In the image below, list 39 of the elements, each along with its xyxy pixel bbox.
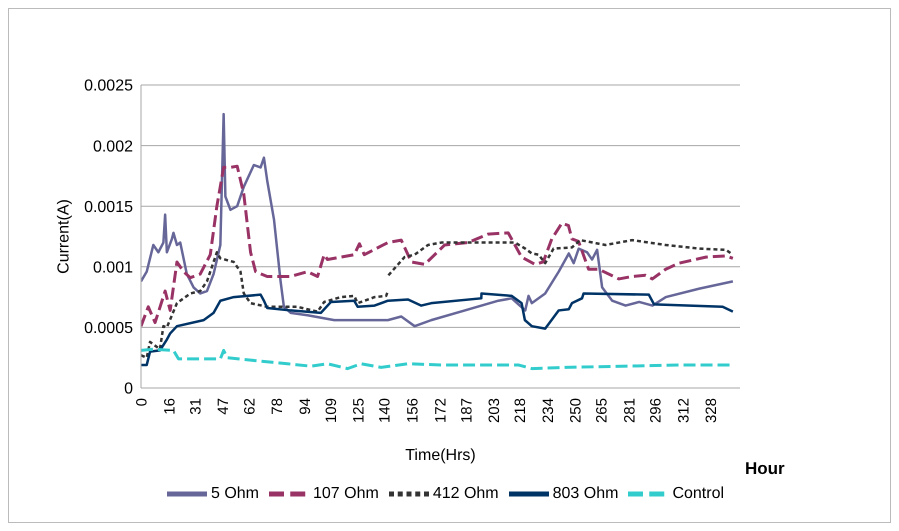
y-axis-title: Current(A) [56,199,73,274]
x-tick-label: 234 [540,398,557,424]
line-series [141,112,734,328]
x-tick-label: 281 [622,398,639,424]
line-series [141,164,734,328]
line-series [141,292,734,366]
x-tick-label: 0 [134,398,151,406]
legend-label: Control [672,485,724,502]
x-tick-label: 47 [215,398,232,415]
x-tick-label: 94 [296,398,314,415]
x-tick-label: 31 [187,398,204,415]
text: Hour [745,459,785,479]
x-tick-label: 203 [486,398,504,424]
x-tick-label: 312 [675,398,692,424]
legend-label: 412 Ohm [432,485,499,502]
x-tick-label: 140 [376,398,394,424]
x-tick-label: 16 [161,398,178,415]
legend-label: 803 Ohm [552,485,618,502]
legend-label: 107 Ohm [313,485,379,502]
y-tick-label: 0.002 [92,138,134,156]
y-tick-label: 0.0025 [84,78,134,95]
x-tick-label: 265 [594,398,611,424]
x-tick-label: 62 [241,398,258,415]
x-tick-label: 78 [269,398,286,415]
x-tick-label: 156 [404,398,422,424]
x-tick-label: 296 [648,398,665,424]
x-tick-label: 328 [703,398,720,424]
y-tick-label: 0 [124,380,134,398]
legend-label: 5 Ohm [210,485,259,502]
x-tick-label: 125 [350,398,368,424]
x-axis-title: Time(Hrs) [405,447,476,464]
y-tick-label: 0.0015 [84,198,134,216]
y-tick-label: 0.001 [92,259,134,276]
x-tick-label: 218 [512,398,530,424]
x-tick-label: 250 [568,398,585,424]
x-tick-label: 172 [432,398,450,424]
x-tick-label: 187 [458,398,476,424]
x-tick-label: 109 [322,398,340,424]
y-tick-label: 0.0005 [84,320,134,338]
